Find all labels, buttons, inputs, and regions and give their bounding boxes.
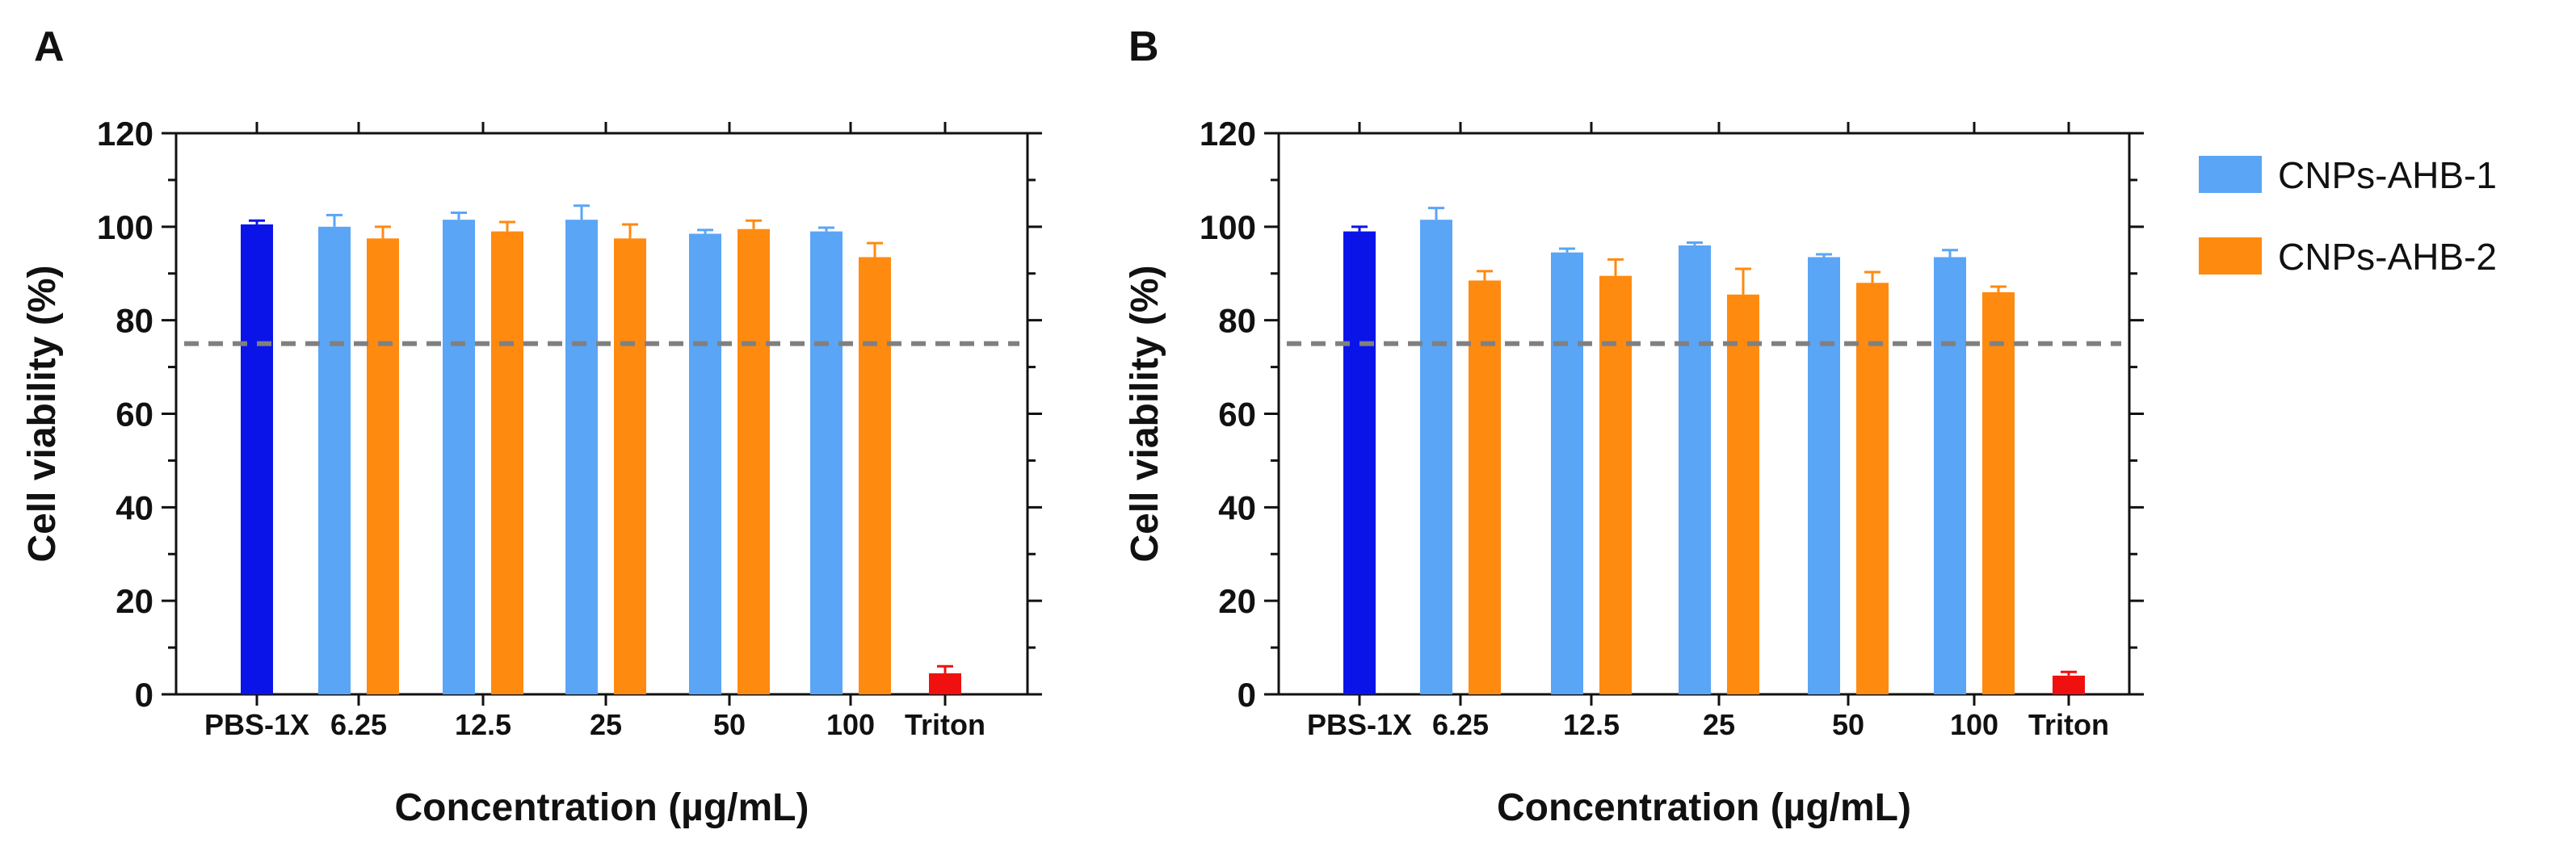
bar-cnps-ahb-2-50	[1856, 283, 1889, 694]
y-axis-title: Cell viability (%)	[21, 265, 64, 562]
x-category-label: 100	[826, 708, 875, 741]
bar-cnps-ahb-2-12.5	[1599, 275, 1632, 694]
x-category-label: Triton	[905, 708, 985, 741]
x-category-label: 25	[590, 708, 622, 741]
bar-cnps-ahb-1-25	[1679, 245, 1711, 694]
y-tick-label: 20	[1218, 582, 1256, 620]
bar-cnps-ahb-1-100	[810, 231, 843, 694]
x-category-label: 12.5	[1563, 708, 1620, 741]
bar-triton	[929, 673, 961, 694]
panel-label: B	[1128, 23, 1159, 70]
legend-label-cnps-ahb-2: CNPs-AHB-2	[2278, 236, 2497, 278]
bar-pbs-1x	[241, 224, 273, 694]
legend-swatch-cnps-ahb-1	[2199, 156, 2262, 193]
x-category-label: 6.25	[330, 708, 387, 741]
bar-cnps-ahb-1-6.25	[1420, 220, 1452, 694]
bar-cnps-ahb-2-100	[1982, 291, 2015, 694]
x-axis-title: Concentration (µg/mL)	[1497, 786, 1911, 829]
x-category-label: 6.25	[1432, 708, 1489, 741]
chart-panel-b: B 0 20 40 60 80 100 120 PBS-1X 6.25 12.5 25 50 100 Tri…	[1124, 23, 2144, 829]
y-axis-title: Cell viability (%)	[1124, 265, 1166, 562]
y-tick-label: 60	[1218, 396, 1256, 434]
x-category-label: 50	[1832, 708, 1864, 741]
y-tick-label: 80	[116, 302, 153, 340]
bar-cnps-ahb-1-50	[1808, 257, 1840, 695]
bar-cnps-ahb-2-25	[614, 238, 646, 694]
y-tick-label: 120	[97, 115, 153, 153]
x-category-label: 50	[713, 708, 746, 741]
y-tick-label: 100	[97, 208, 153, 246]
x-axis-title: Concentration (µg/mL)	[395, 786, 809, 829]
bar-triton	[2053, 675, 2085, 694]
y-tick-label: 80	[1218, 302, 1256, 340]
bar-cnps-ahb-2-50	[738, 228, 770, 695]
y-tick-label: 40	[1218, 488, 1256, 526]
bar-cnps-ahb-2-6.25	[1469, 280, 1501, 694]
bar-cnps-ahb-1-6.25	[318, 226, 351, 694]
panel-label: A	[34, 23, 65, 70]
y-tick-label: 120	[1200, 115, 1256, 153]
legend-label-cnps-ahb-1: CNPs-AHB-1	[2278, 154, 2497, 196]
legend-swatch-cnps-ahb-2	[2199, 237, 2262, 275]
bar-cnps-ahb-1-50	[689, 233, 721, 694]
y-tick-label: 20	[116, 582, 153, 620]
bar-cnps-ahb-2-100	[859, 257, 891, 695]
x-category-label: 100	[1950, 708, 1998, 741]
bar-pbs-1x	[1343, 231, 1376, 694]
bar-cnps-ahb-2-6.25	[367, 238, 399, 694]
bar-cnps-ahb-1-12.5	[1551, 252, 1583, 694]
x-category-label: PBS-1X	[204, 708, 309, 741]
x-category-label: PBS-1X	[1307, 708, 1412, 741]
y-tick-label: 0	[135, 676, 153, 714]
bar-cnps-ahb-1-100	[1934, 257, 1966, 695]
x-category-label: 12.5	[455, 708, 511, 741]
y-tick-label: 100	[1200, 208, 1256, 246]
bar-cnps-ahb-1-12.5	[443, 220, 475, 694]
y-tick-label: 60	[116, 396, 153, 434]
chart-panel-a: A 0 20 40 60 80 100 120 PBS-1X 6.25 12.5 25 50 100 Tri…	[21, 23, 1042, 829]
legend: CNPs-AHB-1 CNPs-AHB-2	[2199, 154, 2497, 278]
y-tick-label: 40	[116, 488, 153, 526]
x-category-label: 25	[1703, 708, 1735, 741]
bar-cnps-ahb-1-25	[565, 220, 598, 694]
bar-cnps-ahb-2-25	[1727, 294, 1759, 694]
x-category-label: Triton	[2028, 708, 2109, 741]
bar-cnps-ahb-2-12.5	[491, 231, 523, 694]
y-tick-label: 0	[1238, 676, 1256, 714]
